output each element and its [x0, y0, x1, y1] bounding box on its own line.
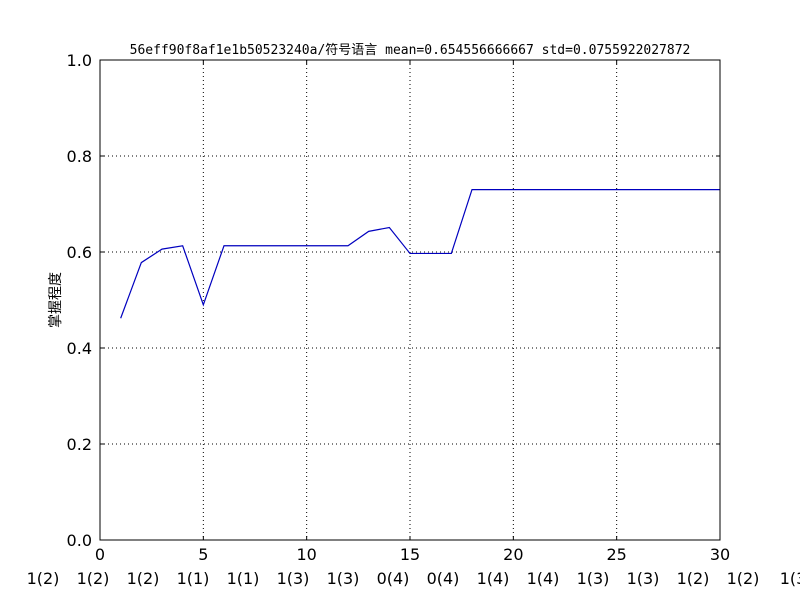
y-tick-label: 0.2 [67, 435, 92, 454]
bottom-label: 1(2) [77, 569, 110, 588]
bottom-label: 2) [0, 569, 1, 588]
bottom-label: 0(4) [427, 569, 460, 588]
x-tick-label: 15 [400, 545, 420, 564]
bottom-label: 0(4) [377, 569, 410, 588]
x-tick-label: 30 [710, 545, 730, 564]
bottom-label: 1(3) [327, 569, 360, 588]
bottom-label: 1(2) [677, 569, 710, 588]
bottom-label: 1(4) [477, 569, 510, 588]
y-tick-label: 0.8 [67, 147, 92, 166]
x-tick-labels: 0 5 10 15 20 25 30 [95, 545, 730, 564]
bottom-label: 1(2) [27, 569, 60, 588]
x-tick-label: 10 [296, 545, 316, 564]
bottom-label: 1(3) [277, 569, 310, 588]
tick-marks [99, 59, 721, 541]
y-tick-label: 0.4 [67, 339, 92, 358]
y-tick-label: 0.0 [67, 531, 92, 550]
bottom-labels: 2) 1(2) 1(2) 1(2) 1(1) 1(1) 1(3) 1(3) 0(4) 0(4) 1(… [0, 569, 800, 588]
y-tick-label: 1.0 [67, 51, 92, 70]
bottom-label: 1(2) [727, 569, 760, 588]
y-axis-label: 掌握程度 [48, 272, 64, 328]
grid-lines [100, 60, 720, 540]
bottom-label: 1(2) [127, 569, 160, 588]
y-tick-labels: 0.0 0.2 0.4 0.6 0.8 1.0 [67, 51, 92, 550]
bottom-label: 1(1) [177, 569, 210, 588]
bottom-label: 1(4) [527, 569, 560, 588]
bottom-label: 1(1) [227, 569, 260, 588]
bottom-label: 1(3 [780, 569, 800, 588]
bottom-label: 1(3) [627, 569, 660, 588]
x-tick-label: 0 [95, 545, 105, 564]
series-layer [120, 189, 720, 319]
x-tick-label: 20 [503, 545, 523, 564]
bottom-label: 1(3) [577, 569, 610, 588]
x-tick-label: 25 [606, 545, 626, 564]
series-line [120, 189, 720, 319]
y-tick-label: 0.6 [67, 243, 92, 262]
x-tick-label: 5 [198, 545, 208, 564]
chart-title: 56eff90f8af1e1b50523240a/符号语言 mean=0.654… [130, 42, 691, 58]
